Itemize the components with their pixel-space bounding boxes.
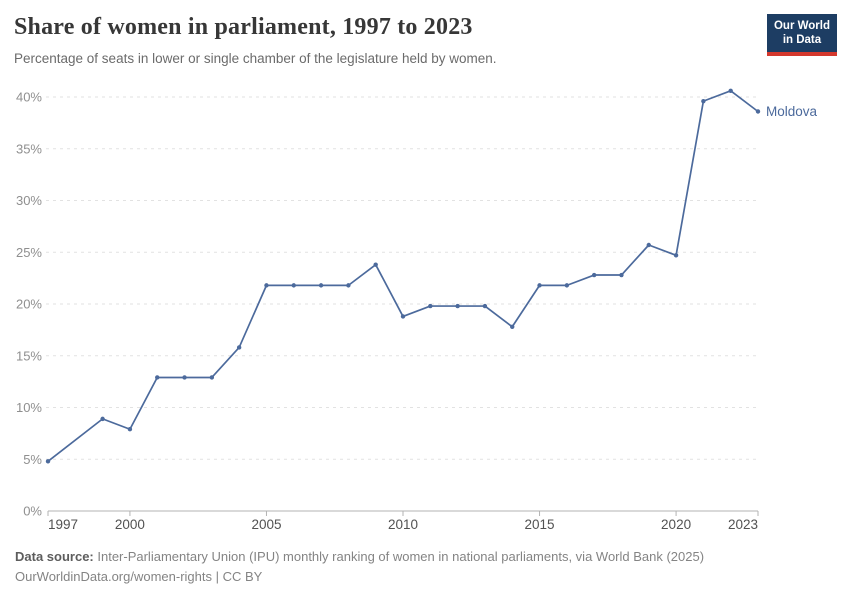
license-line[interactable]: OurWorldinData.org/women-rights | CC BY: [15, 568, 263, 584]
data-point[interactable]: [264, 283, 269, 288]
y-tick-label: 30%: [16, 193, 42, 208]
logo-text-line2: in Data: [782, 33, 822, 46]
data-source-text: Inter-Parliamentary Union (IPU) monthly …: [93, 549, 705, 564]
data-point[interactable]: [236, 345, 242, 350]
data-point[interactable]: [482, 303, 488, 309]
x-tick-label: 2010: [388, 517, 418, 532]
data-point[interactable]: [373, 262, 378, 267]
data-point[interactable]: [428, 303, 433, 309]
data-point[interactable]: [455, 303, 460, 309]
entity-label[interactable]: Moldova: [766, 104, 818, 119]
logo-text-line1: Our World: [773, 20, 830, 32]
chart-subtitle: Percentage of seats in lower or single c…: [14, 51, 497, 66]
data-source-label: Data source:: [15, 549, 94, 564]
data-point[interactable]: [755, 109, 761, 114]
data-point[interactable]: [127, 427, 133, 432]
data-point[interactable]: [564, 283, 570, 288]
data-point[interactable]: [318, 283, 324, 288]
chart-footer: Data source: Inter-Parliamentary Union (…: [15, 547, 835, 586]
data-point[interactable]: [100, 416, 105, 422]
data-point[interactable]: [45, 459, 51, 464]
data-point[interactable]: [646, 242, 651, 248]
x-tick-label: 2000: [115, 517, 145, 532]
data-point[interactable]: [701, 98, 706, 104]
y-tick-label: 35%: [16, 141, 42, 156]
data-point[interactable]: [291, 283, 296, 288]
data-source-line: Data source: Inter-Parliamentary Union (…: [15, 547, 835, 567]
data-point[interactable]: [728, 88, 733, 93]
y-tick-label: 20%: [16, 297, 42, 312]
data-point[interactable]: [155, 375, 160, 380]
y-tick-label: 25%: [16, 245, 42, 260]
x-tick-label: 2023: [728, 517, 758, 532]
owid-logo[interactable]: Our World in Data: [766, 14, 837, 56]
data-point[interactable]: [591, 272, 597, 278]
y-tick-label: 0%: [23, 504, 42, 519]
y-tick-label: 10%: [16, 400, 42, 415]
data-point[interactable]: [182, 375, 187, 380]
data-point[interactable]: [619, 272, 624, 278]
series-line: [47, 89, 759, 463]
page-title: Share of women in parliament, 1997 to 20…: [14, 14, 473, 40]
data-point[interactable]: [537, 283, 542, 288]
y-tick-label: 5%: [23, 452, 42, 467]
data-point[interactable]: [510, 324, 515, 329]
data-point[interactable]: [400, 314, 406, 319]
data-point[interactable]: [346, 283, 351, 288]
x-tick-label: 2015: [525, 517, 555, 532]
data-point[interactable]: [673, 253, 679, 258]
y-tick-label: 15%: [16, 348, 42, 363]
line-chart-plot-area: 0% 5% 10% 15% 20% 25% 30% 35% 40% 1997 2000 2005 201…: [16, 88, 818, 532]
x-tick-label: 1997: [48, 517, 78, 532]
y-tick-label: 40%: [16, 90, 42, 105]
data-point[interactable]: [209, 375, 215, 380]
x-tick-label: 2020: [661, 517, 691, 532]
x-tick-label: 2005: [251, 517, 281, 532]
